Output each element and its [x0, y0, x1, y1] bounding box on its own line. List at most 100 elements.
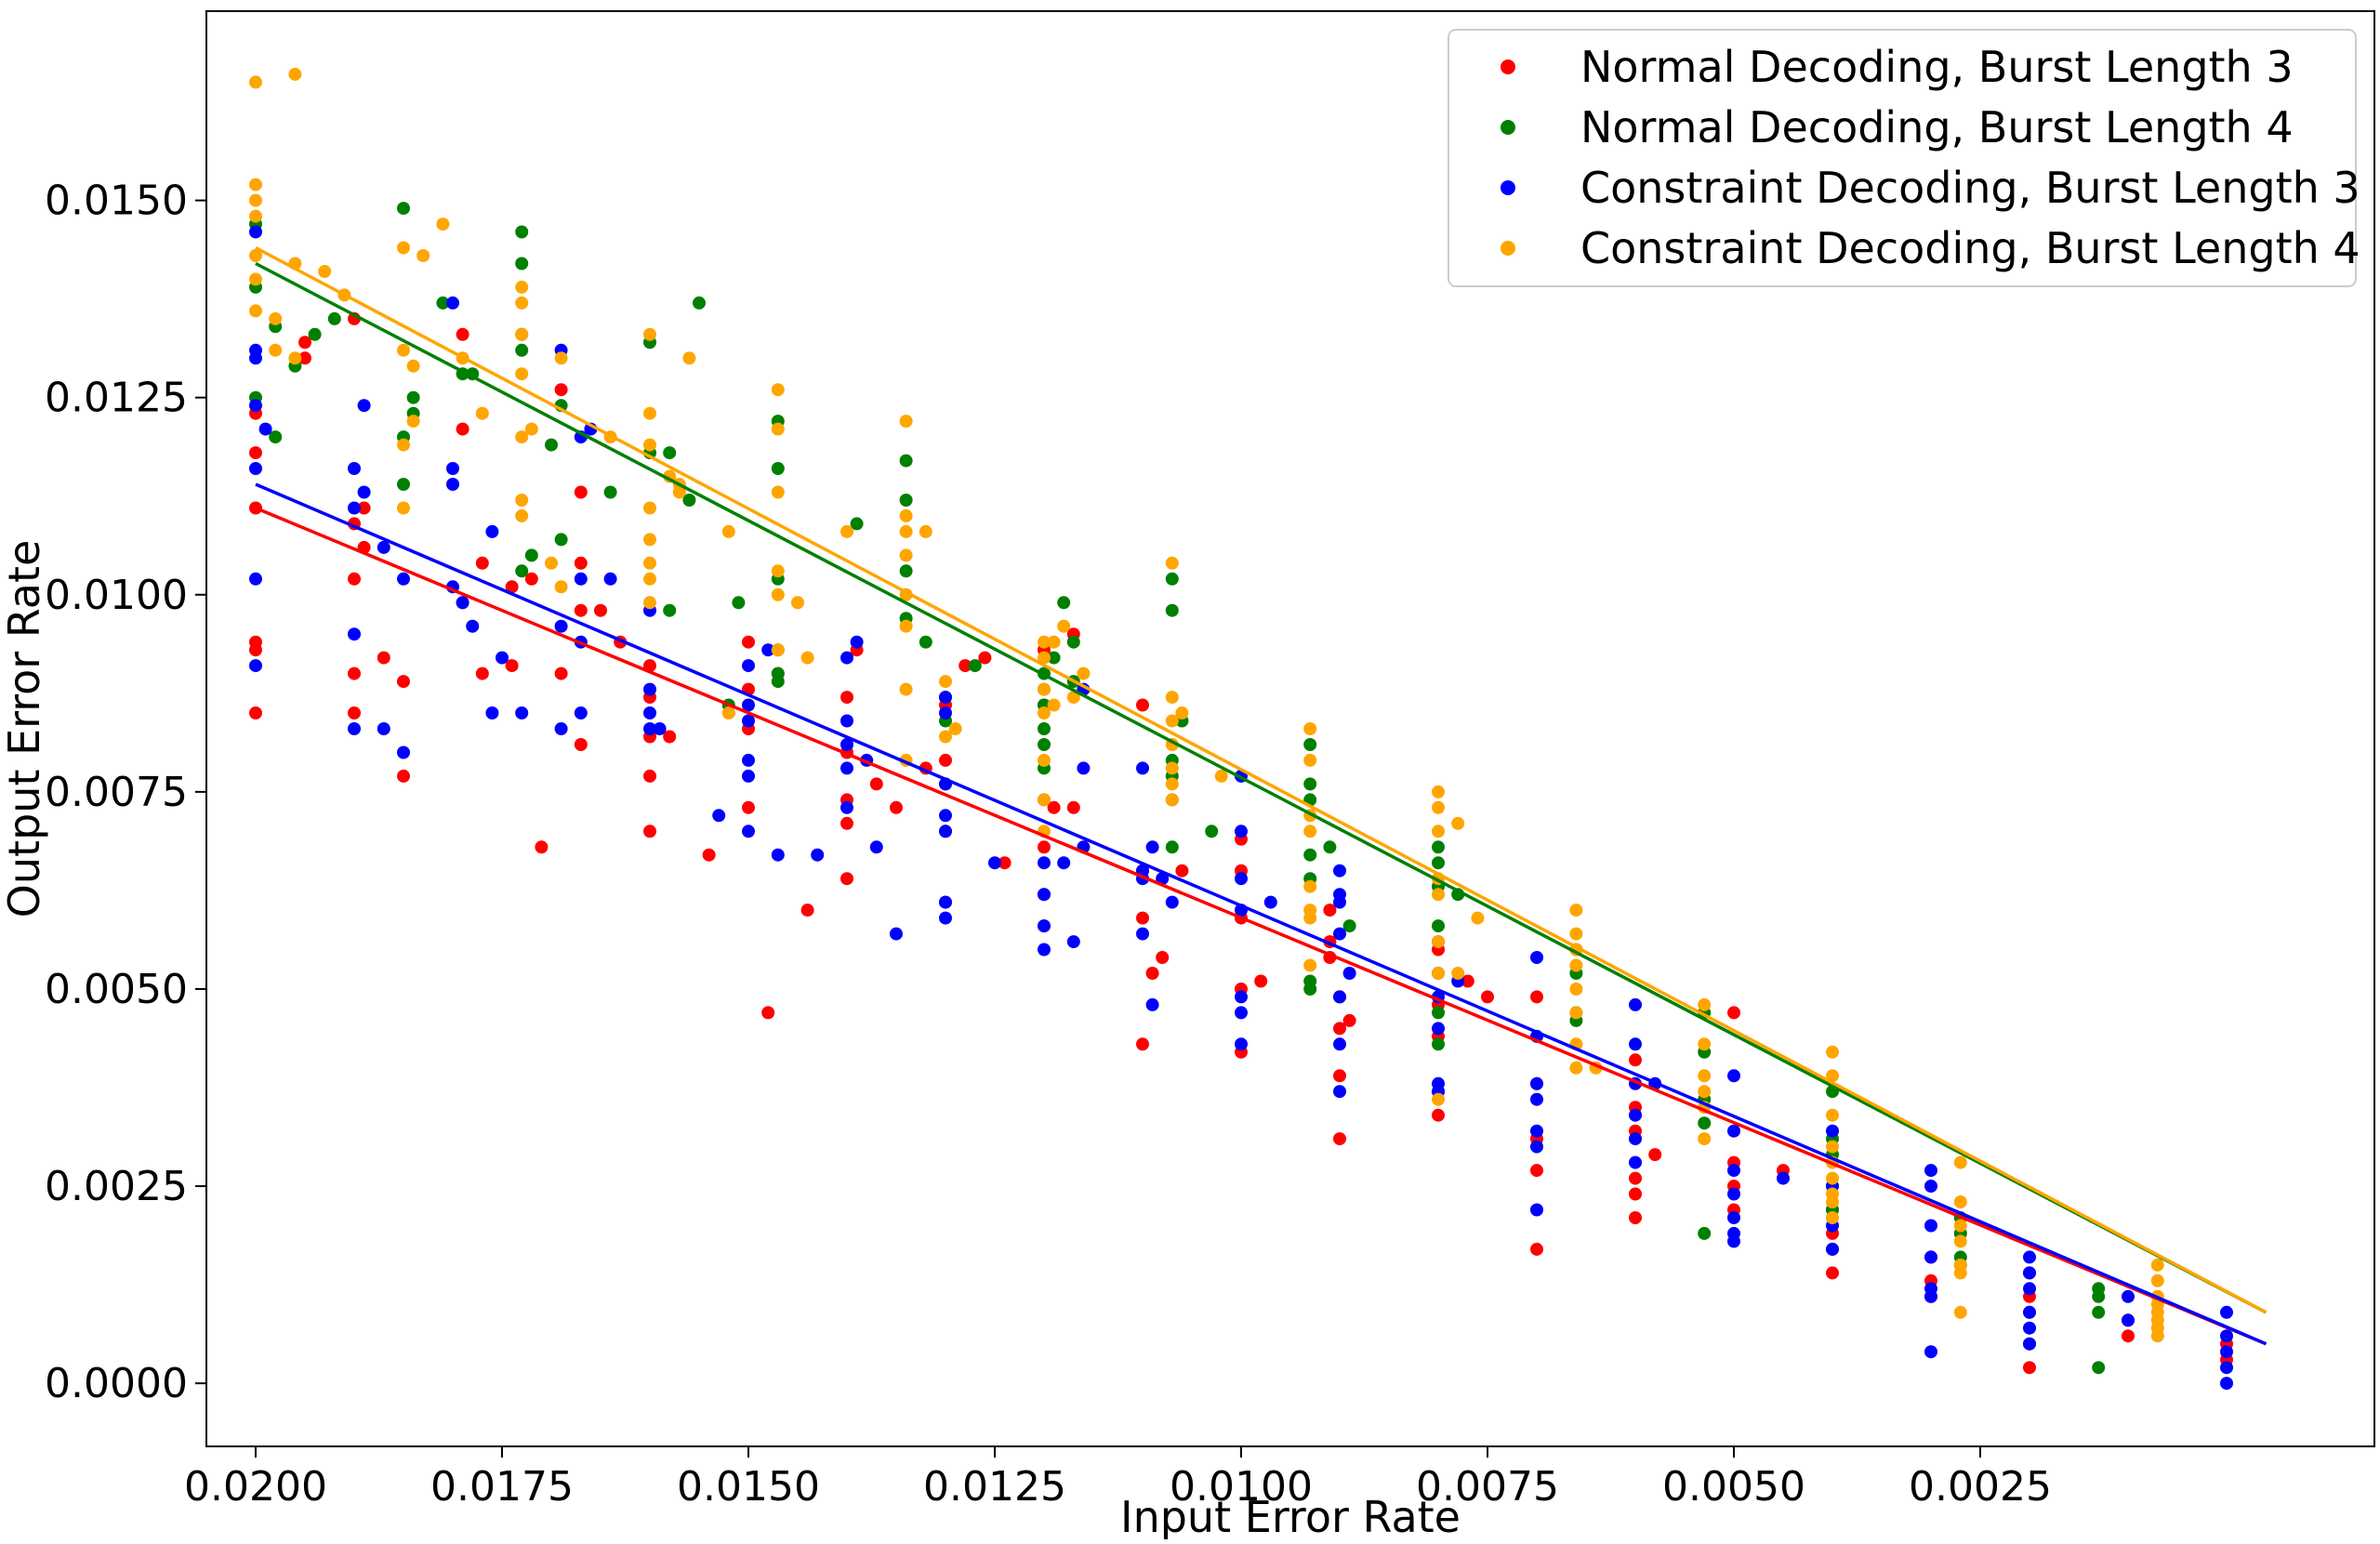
data-point	[1569, 1061, 1583, 1075]
data-point	[712, 809, 726, 823]
data-point	[524, 422, 538, 436]
data-point	[1727, 1069, 1740, 1083]
data-point	[1038, 635, 1051, 649]
data-point	[249, 706, 262, 719]
data-point	[1432, 1092, 1445, 1106]
y-tick-label: 0.0050	[45, 966, 188, 1013]
data-point	[1333, 1085, 1346, 1099]
data-point	[732, 596, 746, 610]
data-point	[327, 311, 341, 325]
data-point	[643, 572, 656, 586]
data-point	[1038, 840, 1051, 854]
data-point	[1698, 1132, 1712, 1146]
data-point	[2122, 1329, 2135, 1343]
data-point	[1333, 1069, 1346, 1083]
data-point	[249, 209, 262, 223]
data-point	[899, 494, 913, 507]
data-point	[1145, 840, 1159, 854]
points-layer	[249, 67, 2233, 1391]
data-point	[258, 422, 272, 436]
data-point	[890, 927, 903, 941]
data-point	[1569, 904, 1583, 917]
legend-marker-constraint-burst-3	[1501, 180, 1515, 195]
data-point	[1342, 967, 1356, 980]
data-point	[603, 485, 617, 499]
data-point	[1569, 958, 1583, 972]
data-point	[288, 67, 302, 81]
data-point	[1235, 1037, 1248, 1051]
data-point	[1698, 1037, 1712, 1051]
data-point	[406, 415, 420, 429]
data-point	[899, 524, 913, 538]
y-tick-label: 0.0100	[45, 572, 188, 619]
data-point	[899, 619, 913, 633]
trend-line-series-2	[255, 261, 2268, 1314]
y-tick-label: 0.0125	[45, 375, 188, 422]
legend-label-constraint-burst-3: Constraint Decoding, Burst Length 3	[1580, 163, 2360, 213]
data-point	[1145, 967, 1159, 980]
data-point	[939, 691, 952, 705]
data-point	[771, 564, 785, 578]
data-point	[1077, 666, 1091, 680]
data-point	[761, 643, 775, 657]
data-point	[939, 730, 952, 744]
data-point	[348, 706, 361, 719]
data-point	[2092, 1289, 2106, 1303]
data-point	[1145, 997, 1159, 1011]
legend-marker-normal-burst-4	[1501, 120, 1515, 135]
data-point	[1826, 1045, 1839, 1059]
data-point	[574, 556, 588, 570]
data-point	[1038, 943, 1051, 957]
data-point	[574, 485, 588, 499]
data-point	[2220, 1305, 2233, 1319]
data-point	[397, 572, 410, 586]
data-point	[515, 327, 529, 341]
data-point	[475, 666, 489, 680]
data-point	[1066, 635, 1080, 649]
data-point	[1698, 1069, 1712, 1083]
data-point	[249, 446, 262, 460]
data-point	[1826, 1171, 1839, 1185]
data-point	[535, 840, 549, 854]
data-point	[1432, 825, 1445, 838]
data-point	[1826, 1242, 1839, 1256]
data-point	[1235, 1006, 1248, 1020]
data-point	[1727, 1164, 1740, 1178]
data-point	[249, 572, 262, 586]
data-point	[1432, 919, 1445, 933]
data-point	[1235, 990, 1248, 1004]
data-point	[524, 572, 538, 586]
data-point	[456, 422, 469, 436]
data-point	[377, 651, 390, 665]
data-point	[456, 596, 469, 610]
data-point	[1826, 1124, 1839, 1138]
data-point	[554, 383, 568, 397]
data-point	[574, 706, 588, 719]
data-point	[663, 446, 677, 460]
data-point	[2023, 1282, 2036, 1296]
data-point	[397, 746, 410, 759]
data-point	[939, 825, 952, 838]
data-point	[515, 225, 529, 239]
data-point	[1038, 888, 1051, 902]
data-point	[1303, 958, 1317, 972]
data-point	[249, 249, 262, 262]
data-point	[771, 643, 785, 657]
data-point	[653, 722, 667, 735]
data-point	[1953, 1305, 1967, 1319]
data-point	[1156, 951, 1170, 964]
data-point	[771, 462, 785, 475]
data-point	[1136, 1037, 1149, 1051]
data-point	[850, 635, 864, 649]
data-point	[249, 659, 262, 673]
data-point	[1165, 840, 1179, 854]
data-point	[643, 722, 656, 735]
data-point	[1826, 1108, 1839, 1122]
data-point	[1205, 825, 1219, 838]
data-point	[1629, 1155, 1642, 1169]
data-point	[771, 666, 785, 680]
data-point	[485, 524, 499, 538]
data-point	[1432, 1006, 1445, 1020]
data-point	[840, 738, 853, 751]
